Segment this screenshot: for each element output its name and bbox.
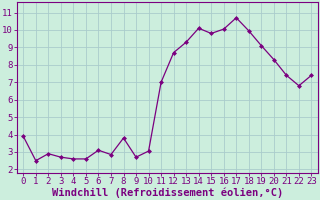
- X-axis label: Windchill (Refroidissement éolien,°C): Windchill (Refroidissement éolien,°C): [52, 187, 283, 198]
